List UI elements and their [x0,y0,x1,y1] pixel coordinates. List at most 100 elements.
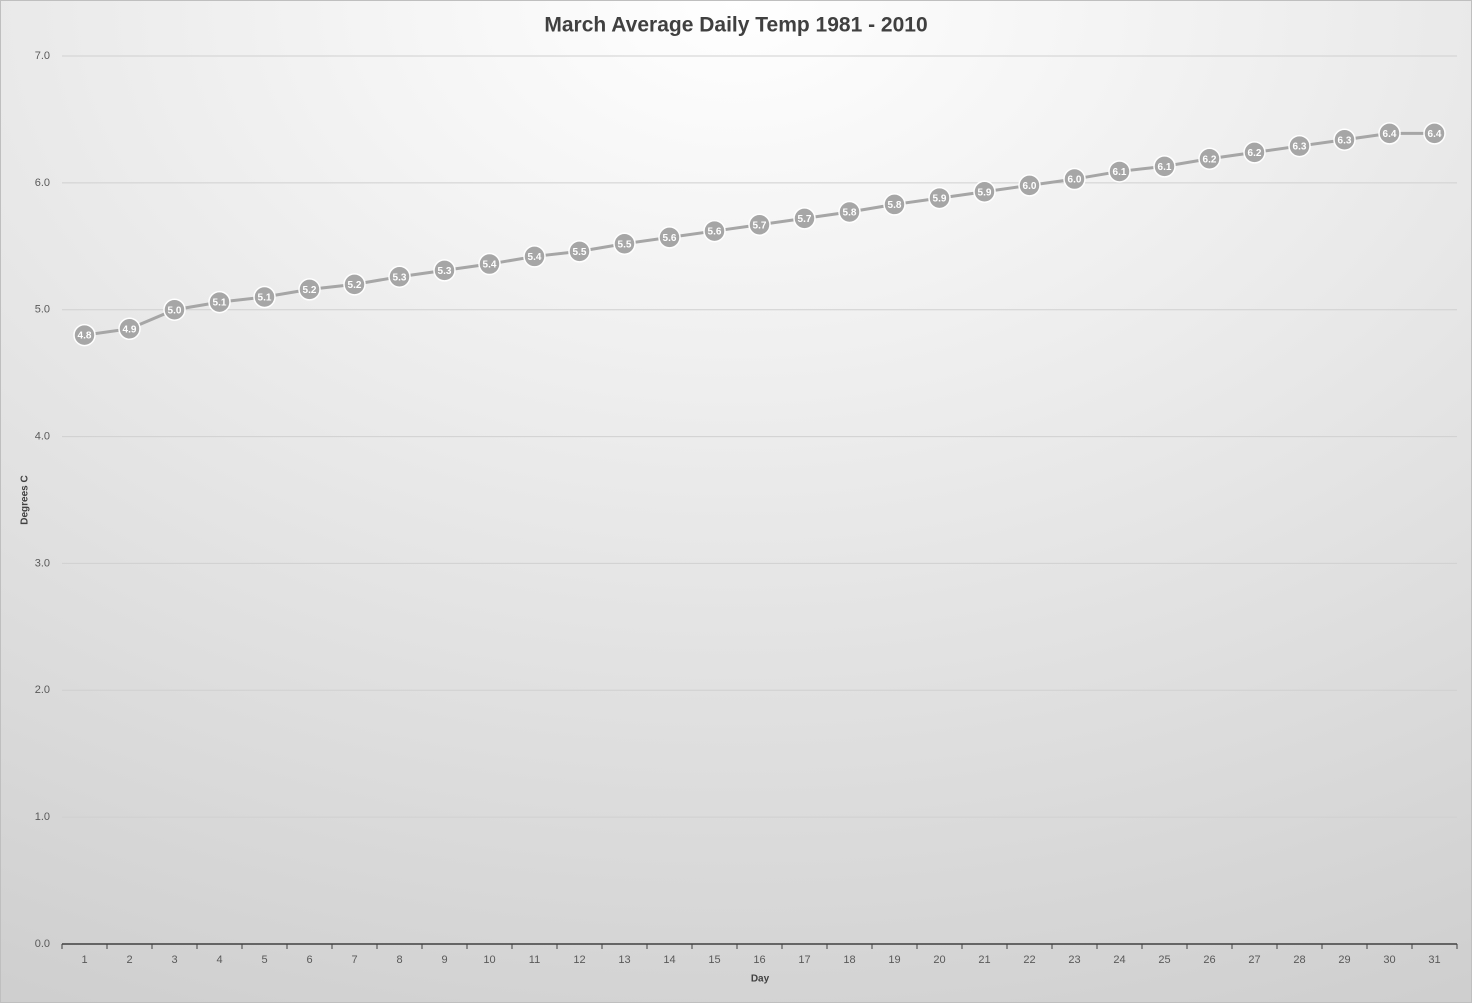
point [523,245,546,268]
x-tick-label: 12 [573,954,585,966]
x-tick-label: 14 [663,954,675,966]
point [1243,141,1266,164]
point [1153,155,1176,178]
data-label: 5.1 [213,298,227,309]
point [118,317,141,340]
point [1018,174,1041,197]
x-tick-label: 1 [81,954,87,966]
data-label: 5.3 [438,266,452,277]
point [568,240,591,263]
point [73,323,96,347]
data-label: 6.0 [1068,175,1082,186]
x-tick-label: 3 [171,954,177,966]
data-label: 5.8 [888,200,902,211]
data-label: 6.4 [1428,129,1442,140]
y-tick-label: 7.0 [35,50,50,62]
point [928,186,951,210]
data-label: 6.1 [1113,167,1127,178]
x-tick-label: 24 [1113,954,1125,966]
data-label: 5.5 [618,239,632,250]
chart-title: March Average Daily Temp 1981 - 2010 [544,14,927,37]
x-tick-label: 17 [798,954,810,966]
data-label: 5.0 [168,305,182,316]
x-tick-label: 15 [708,954,720,966]
y-tick-label: 0.0 [35,938,50,950]
point [1288,134,1311,158]
x-tick-label: 13 [618,954,630,966]
x-tick-label: 4 [216,954,222,966]
x-tick-label: 29 [1338,954,1350,966]
x-axis-label: Day [751,974,770,985]
point [1063,167,1086,191]
point [208,290,231,314]
point [433,259,456,282]
point [703,219,726,243]
x-tick-label: 20 [933,954,945,966]
y-tick-label: 2.0 [35,684,50,696]
point [748,213,771,236]
data-label: 5.5 [573,247,587,258]
data-label: 4.8 [78,331,92,342]
y-tick-label: 5.0 [35,304,50,316]
data-label: 5.4 [528,252,542,263]
point [253,285,276,309]
y-tick-label: 6.0 [35,177,50,189]
x-tick-label: 26 [1203,954,1215,966]
data-label: 6.3 [1293,142,1307,153]
x-tick-label: 6 [306,954,312,966]
y-axis-label: Degrees C [20,475,31,524]
x-tick-label: 23 [1068,954,1080,966]
point [973,180,996,203]
x-tick-label: 28 [1293,954,1305,966]
data-label: 5.1 [258,293,272,304]
data-label: 5.2 [348,280,362,291]
x-tick-label: 25 [1158,954,1170,966]
point [163,298,186,321]
data-label: 6.2 [1203,154,1217,165]
data-label: 5.9 [933,194,947,205]
point [343,273,366,296]
x-tick-label: 18 [843,954,855,966]
x-tick-label: 9 [441,954,447,966]
data-label: 5.8 [843,208,857,219]
x-tick-label: 2 [126,954,132,966]
point [478,252,501,276]
data-label: 5.9 [978,187,992,198]
data-label: 6.4 [1383,129,1397,140]
x-tick-label: 21 [978,954,990,966]
x-tick-label: 10 [483,954,495,966]
x-tick-label: 7 [351,954,357,966]
data-label: 5.6 [663,233,677,244]
point [658,226,681,249]
point [1108,160,1131,183]
data-label: 5.6 [708,227,722,238]
point [838,200,861,224]
data-label: 5.4 [483,260,497,271]
data-label: 4.9 [123,324,137,335]
point [298,278,321,301]
x-tick-label: 30 [1383,954,1395,966]
x-tick-label: 27 [1248,954,1260,966]
point [883,193,906,216]
x-tick-label: 19 [888,954,900,966]
y-tick-label: 4.0 [35,430,50,442]
x-tick-label: 31 [1428,954,1440,966]
data-label: 5.7 [753,220,767,231]
y-tick-label: 1.0 [35,811,50,823]
point [388,265,411,288]
point [613,232,636,255]
x-tick-label: 16 [753,954,765,966]
x-tick-label: 11 [529,954,540,966]
data-label: 6.2 [1248,148,1262,159]
point [1378,122,1401,145]
x-tick-label: 5 [261,954,267,966]
y-tick-label: 3.0 [35,557,50,569]
point [793,207,816,230]
data-label: 6.0 [1023,181,1037,192]
x-tick-label: 8 [396,954,402,966]
data-label: 5.7 [798,214,812,225]
point [1198,147,1221,171]
point [1423,122,1446,145]
